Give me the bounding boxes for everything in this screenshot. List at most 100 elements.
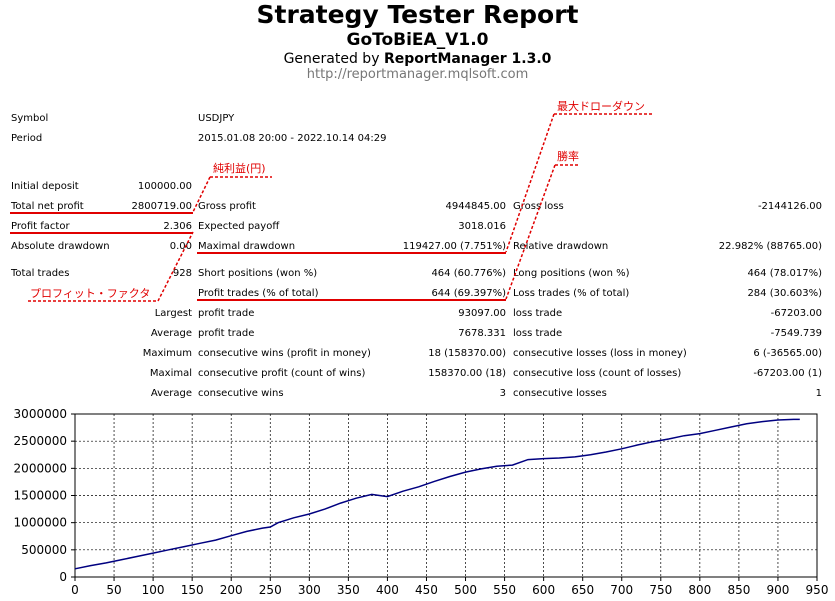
total-net-profit-label: Total net profit	[11, 201, 84, 212]
profit-factor-underline	[10, 232, 193, 234]
expected-payoff-label: Expected payoff	[198, 221, 280, 232]
equity-chart: 0500000100000015000002000000250000030000…	[14, 407, 829, 597]
relative-drawdown-label: Relative drawdown	[513, 241, 609, 252]
x-tick-label: 300	[298, 583, 321, 597]
x-tick-label: 850	[727, 583, 750, 597]
x-tick-label: 350	[337, 583, 360, 597]
long-positions-label: Long positions (won %)	[513, 268, 630, 279]
gross-profit-label: Gross profit	[198, 201, 256, 212]
maximal-drawdown-label: Maximal drawdown	[198, 241, 296, 252]
x-axis-ticks: 0 50 100 150 200 250 300 350 400 450 500 550 600 650 7…	[71, 577, 828, 597]
x-tick-label: 700	[610, 583, 633, 597]
y-tick-label: 0	[59, 570, 67, 584]
average-profit-value: 7678.331	[458, 328, 506, 339]
x-tick-label: 600	[532, 583, 555, 597]
y-tick-label: 1500000	[14, 489, 67, 503]
net-profit-annotation: 純利益(円)	[213, 162, 266, 175]
initial-deposit-value: 100000.00	[137, 181, 192, 192]
average-loss-value: -7549.739	[770, 328, 822, 339]
x-tick-label: 200	[220, 583, 243, 597]
gross-loss-value: -2144126.00	[757, 201, 822, 212]
y-axis-ticks: 0 500000 1000000 1500000 2000000 2500000 30000…	[14, 407, 75, 584]
report-subtitle: GoToBiEA_V1.0	[346, 30, 489, 50]
max-drawdown-annotation: 最大ドローダウン	[557, 100, 645, 113]
symbol-label: Symbol	[11, 113, 49, 124]
chart-grid	[75, 413, 818, 577]
max-cons-losses-value: 6 (-36565.00)	[753, 348, 822, 359]
equity-line	[74, 418, 800, 570]
win-rate-annotation: 勝率	[557, 150, 579, 163]
chart-frame	[74, 413, 818, 578]
profit-factor-leader	[157, 231, 194, 302]
maximal-cons-loss-value: -67203.00 (1)	[753, 368, 822, 379]
average2-label: Average	[150, 388, 192, 399]
report-url[interactable]: http://reportmanager.mqlsoft.com	[306, 67, 529, 82]
x-tick-label: 400	[376, 583, 399, 597]
largest-profit-value: 93097.00	[458, 308, 506, 319]
maximal-drawdown-value: 119427.00 (7.751%)	[402, 241, 506, 252]
max-cons-wins-label: consecutive wins (profit in money)	[198, 348, 371, 359]
largest-loss-label: loss trade	[513, 308, 563, 319]
maximum-label: Maximum	[142, 348, 192, 359]
y-tick-label: 2000000	[14, 461, 67, 475]
symbol-value: USDJPY	[198, 113, 235, 124]
period-value: 2015.01.08 20:00 - 2022.10.14 04:29	[198, 133, 387, 144]
long-positions-value: 464 (78.017%)	[747, 268, 822, 279]
total-trades-value: 928	[172, 268, 192, 279]
report-title: Strategy Tester Report	[256, 0, 579, 29]
average-loss-label: loss trade	[513, 328, 563, 339]
generator-name: ReportManager 1.3.0	[383, 51, 552, 67]
x-tick-label: 800	[688, 583, 711, 597]
expected-payoff-value: 3018.016	[458, 221, 506, 232]
total-trades-label: Total trades	[11, 268, 70, 279]
max-drawdown-underline	[197, 252, 506, 254]
win-rate-leader	[505, 164, 556, 300]
x-tick-label: 0	[71, 583, 79, 597]
profit-factor-label: Profit factor	[11, 221, 70, 232]
profit-trades-value: 644 (69.397%)	[431, 288, 506, 299]
x-tick-label: 100	[142, 583, 165, 597]
profit-factor-value: 2.306	[163, 221, 192, 232]
x-tick-label: 900	[766, 583, 789, 597]
avg-cons-wins-value: 3	[499, 388, 506, 399]
max-cons-wins-value: 18 (158370.00)	[428, 348, 506, 359]
generated-prefix: Generated by	[283, 51, 384, 67]
average-label: Average	[150, 328, 192, 339]
x-tick-label: 750	[649, 583, 672, 597]
relative-drawdown-value: 22.982% (88765.00)	[718, 241, 822, 252]
average-profit-label: profit trade	[198, 328, 255, 339]
gross-loss-label: Gross loss	[513, 201, 564, 212]
y-tick-label: 500000	[21, 543, 67, 557]
maximal-label: Maximal	[149, 368, 192, 379]
x-tick-label: 950	[806, 583, 829, 597]
maximal-cons-profit-value: 158370.00 (18)	[428, 368, 506, 379]
absolute-drawdown-label: Absolute drawdown	[11, 241, 110, 252]
maximal-cons-profit-label: consecutive profit (count of wins)	[198, 368, 366, 379]
y-tick-label: 1000000	[14, 516, 67, 530]
x-tick-label: 500	[454, 583, 477, 597]
max-cons-losses-label: consecutive losses (loss in money)	[513, 348, 687, 359]
x-tick-label: 450	[415, 583, 438, 597]
absolute-drawdown-value: 0.00	[169, 241, 192, 252]
avg-cons-wins-label: consecutive wins	[198, 388, 284, 399]
x-tick-label: 550	[493, 583, 516, 597]
total-net-profit-value: 2800719.00	[131, 201, 192, 212]
x-tick-label: 50	[106, 583, 121, 597]
avg-cons-losses-label: consecutive losses	[513, 388, 607, 399]
y-tick-label: 3000000	[14, 407, 67, 421]
loss-trades-value: 284 (30.603%)	[747, 288, 822, 299]
generated-by: Generated by ReportManager 1.3.0	[0, 51, 835, 67]
max-drawdown-leader	[505, 113, 555, 253]
x-tick-label: 650	[571, 583, 594, 597]
largest-label: Largest	[154, 308, 192, 319]
gross-profit-value: 4944845.00	[445, 201, 506, 212]
short-positions-label: Short positions (won %)	[198, 268, 318, 279]
avg-cons-losses-value: 1	[815, 388, 822, 399]
x-tick-label: 250	[259, 583, 282, 597]
largest-profit-label: profit trade	[198, 308, 255, 319]
loss-trades-label: Loss trades (% of total)	[513, 288, 630, 299]
profit-factor-annotation: プロフィット・ファクタ	[30, 287, 151, 300]
net-profit-underline	[10, 212, 193, 214]
period-label: Period	[11, 133, 43, 144]
maximal-cons-loss-label: consecutive loss (count of losses)	[513, 368, 682, 379]
